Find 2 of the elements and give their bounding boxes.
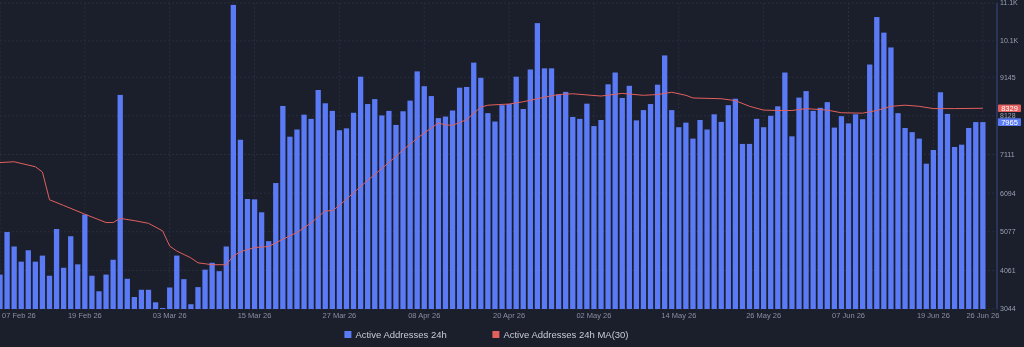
legend-label: Active Addresses 24h MA(30) (503, 329, 629, 341)
legend-label: Active Addresses 24h (355, 329, 447, 341)
